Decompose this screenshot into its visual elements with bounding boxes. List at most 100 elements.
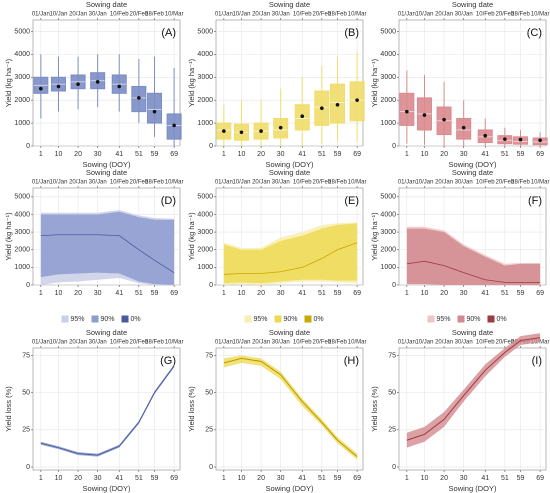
x-axis-title: Sowing (DOY) [449,484,497,493]
box-mean [442,117,446,122]
y-tick-label: 25 [388,427,396,434]
x2-tick-label: 10/Mar [165,180,184,186]
x2-tick-label: 01/Jan [32,12,50,18]
x2-tick-label: 20/Feb [312,340,331,346]
x-tick-label: 30 [277,475,285,482]
y-tick-label: 75 [205,352,213,359]
x-tick-label: 51 [501,290,509,297]
legend-swatch [487,315,495,323]
x2-tick-label: 10/Feb [476,180,495,186]
x2-tick-label: 20/Jan [69,340,87,346]
x2-axis-title: Sowing date [452,168,493,177]
x2-tick-label: 10/Mar [531,180,550,186]
box [147,92,163,124]
x-tick-label: 30 [94,151,102,158]
legend-swatch [274,315,282,323]
legend-swatch [244,315,252,323]
x2-axis-title: Sowing date [86,0,127,9]
x-tick-label: 20 [74,151,82,158]
x-tick-label: 10 [421,475,429,482]
x2-axis-title: Sowing date [452,328,493,337]
band [40,211,175,285]
line [406,337,541,441]
x-tick-label: 1 [39,151,43,158]
box-mean [405,109,409,114]
legend-swatch [121,315,129,323]
x-tick-label: 41 [481,290,489,297]
x-tick-label: 69 [536,151,544,158]
y-tick-label: 1000 [380,264,396,271]
legend-label: 90% [284,316,298,323]
y-tick-label: 2000 [197,247,213,254]
x2-tick-label: 30/Jan [455,12,473,18]
x2-tick-label: 10/Jan [232,340,250,346]
x-tick-label: 41 [481,151,489,158]
panel-label: (E) [344,195,359,207]
x-tick-label: 10 [238,151,246,158]
x-tick-label: 1 [405,475,409,482]
y-tick-label: 4000 [14,51,30,58]
x-tick-label: 69 [536,290,544,297]
legend-swatch [61,315,69,323]
y-axis-title: Yield (kg ha⁻¹) [370,58,379,107]
y-tick-label: 3000 [380,229,396,236]
x-tick-label: 20 [440,290,448,297]
x2-tick-label: 10/Feb [110,12,129,18]
y-tick-label: 1000 [380,120,396,127]
x-tick-label: 1 [39,475,43,482]
x-tick-label: 59 [151,475,159,482]
y-tick-label: 0 [209,464,213,471]
x-axis-title: Sowing (DOY) [83,484,131,493]
y-tick-label: 25 [22,427,30,434]
x2-axis-title: Sowing date [86,328,127,337]
box-mean [335,102,340,107]
x-tick-label: 69 [353,290,361,297]
x2-tick-label: 20/Feb [495,340,514,346]
x-tick-label: 1 [222,475,226,482]
x2-tick-label: 28/Feb [511,12,530,18]
y-tick-label: 3000 [197,74,213,81]
x2-tick-label: 30/Jan [272,340,290,346]
x2-tick-label: 20/Jan [252,12,270,18]
y-tick-label: 0 [392,282,396,289]
x-tick-label: 59 [151,151,159,158]
x-tick-label: 20 [74,290,82,297]
x-tick-label: 41 [115,290,123,297]
y-tick-label: 2000 [380,247,396,254]
x-tick-label: 1 [39,290,43,297]
box-mean [76,82,80,86]
band [40,364,175,457]
x2-axis-title: Sowing date [269,168,310,177]
x2-tick-label: 30/Jan [89,180,107,186]
x2-tick-label: 10/Feb [110,340,129,346]
x2-axis-title: Sowing date [86,168,127,177]
y-tick-label: 3000 [380,74,396,81]
x-tick-label: 59 [517,290,525,297]
y-tick-label: 5000 [380,194,396,201]
x2-tick-label: 28/Feb [328,12,347,18]
x-tick-label: 51 [135,475,143,482]
median-line [406,260,541,283]
x-tick-label: 69 [170,290,178,297]
band [406,228,541,285]
y-tick-label: 0 [26,143,30,150]
y-axis-title: Yield (kg ha⁻¹) [4,212,13,261]
y-tick-label: 2000 [14,97,30,104]
box-mean [39,86,43,91]
x2-tick-label: 20/Jan [435,340,453,346]
box-mean [152,109,157,114]
x-tick-label: 51 [318,290,326,297]
x-axis-title: Sowing (DOY) [83,160,131,169]
panel-background [215,347,364,471]
y-tick-label: 4000 [197,211,213,218]
box-mean [95,80,100,84]
x2-tick-label: 01/Jan [32,340,50,346]
y-tick-label: 2000 [380,97,396,104]
x2-tick-label: 01/Jan [215,12,233,18]
x-tick-label: 41 [481,475,489,482]
x-tick-label: 20 [440,151,448,158]
x-tick-label: 1 [405,290,409,297]
x2-tick-label: 01/Jan [215,340,233,346]
y-tick-label: 4000 [197,51,213,58]
